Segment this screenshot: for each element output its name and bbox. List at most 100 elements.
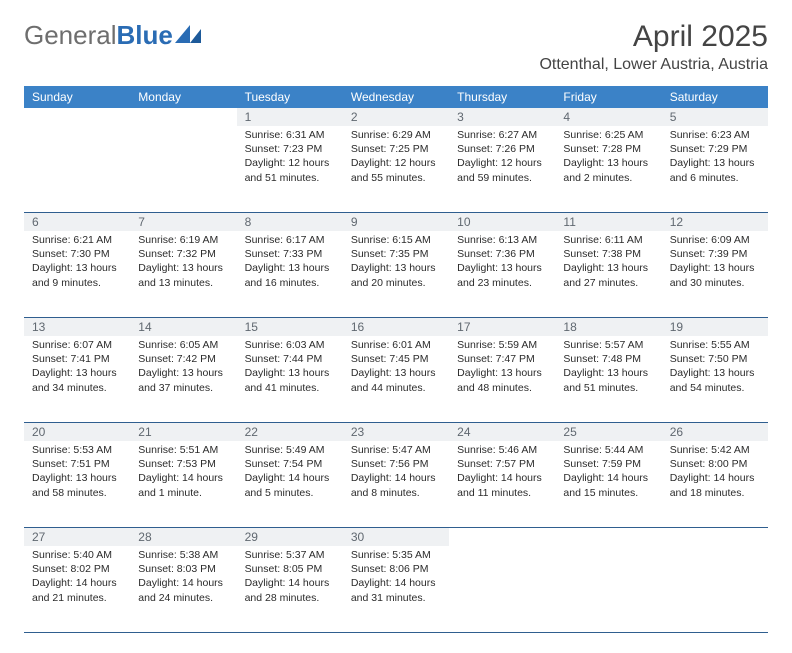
sunset-text: Sunset: 8:02 PM <box>32 562 122 576</box>
day-number: 17 <box>449 318 555 336</box>
sunrise-text: Sunrise: 5:38 AM <box>138 548 228 562</box>
sunrise-text: Sunrise: 5:40 AM <box>32 548 122 562</box>
day-number: 13 <box>24 318 130 336</box>
daylight-text: Daylight: 14 hours and 18 minutes. <box>670 471 760 499</box>
daylight-text: Daylight: 13 hours and 6 minutes. <box>670 156 760 184</box>
day-details: Sunrise: 5:38 AMSunset: 8:03 PMDaylight:… <box>130 546 236 611</box>
day-number: 5 <box>662 108 768 126</box>
day-details: Sunrise: 6:31 AMSunset: 7:23 PMDaylight:… <box>237 126 343 191</box>
day-details: Sunrise: 5:44 AMSunset: 7:59 PMDaylight:… <box>555 441 661 506</box>
details-row: Sunrise: 5:40 AMSunset: 8:02 PM Daylight:… <box>24 546 768 632</box>
sunrise-text: Sunrise: 6:27 AM <box>457 128 547 142</box>
day-details: Sunrise: 6:23 AMSunset: 7:29 PMDaylight:… <box>662 126 768 191</box>
day-number: 20 <box>24 423 130 441</box>
sunset-text: Sunset: 7:59 PM <box>563 457 653 471</box>
sunset-text: Sunset: 8:05 PM <box>245 562 335 576</box>
day-number: 15 <box>237 318 343 336</box>
sunset-text: Sunset: 7:35 PM <box>351 247 441 261</box>
sunset-text: Sunset: 7:26 PM <box>457 142 547 156</box>
sunrise-text: Sunrise: 5:47 AM <box>351 443 441 457</box>
day-cell: Sunrise: 6:19 AMSunset: 7:32 PMDaylight:… <box>130 231 236 317</box>
day-cell <box>662 546 768 632</box>
day-cell: Sunrise: 5:44 AMSunset: 7:59 PMDaylight:… <box>555 441 661 527</box>
daylight-text: Daylight: 13 hours and 2 minutes. <box>563 156 653 184</box>
sunset-text: Sunset: 7:33 PM <box>245 247 335 261</box>
day-number: 8 <box>237 213 343 231</box>
day-cell: Sunrise: 5:51 AMSunset: 7:53 PMDaylight:… <box>130 441 236 527</box>
daylight-text: Daylight: 12 hours and 59 minutes. <box>457 156 547 184</box>
sunrise-text: Sunrise: 6:19 AM <box>138 233 228 247</box>
sunrise-text: Sunrise: 6:05 AM <box>138 338 228 352</box>
sunset-text: Sunset: 8:00 PM <box>670 457 760 471</box>
day-details: Sunrise: 6:19 AMSunset: 7:32 PMDaylight:… <box>130 231 236 296</box>
day-cell: Sunrise: 6:03 AMSunset: 7:44 PMDaylight:… <box>237 336 343 422</box>
day-details: Sunrise: 6:15 AMSunset: 7:35 PMDaylight:… <box>343 231 449 296</box>
daylight-text: Daylight: 14 hours and 5 minutes. <box>245 471 335 499</box>
sunrise-text: Sunrise: 5:44 AM <box>563 443 653 457</box>
day-number: 7 <box>130 213 236 231</box>
day-details: Sunrise: 5:59 AMSunset: 7:47 PMDaylight:… <box>449 336 555 401</box>
day-number: 18 <box>555 318 661 336</box>
day-number: 3 <box>449 108 555 126</box>
sunset-text: Sunset: 7:51 PM <box>32 457 122 471</box>
logo-text-blue: Blue <box>117 20 173 50</box>
day-details: Sunrise: 5:35 AMSunset: 8:06 PMDaylight:… <box>343 546 449 611</box>
daylight-text: Daylight: 13 hours and 30 minutes. <box>670 261 760 289</box>
day-cell: Sunrise: 6:15 AMSunset: 7:35 PMDaylight:… <box>343 231 449 317</box>
logo: GeneralBlue <box>24 20 201 51</box>
day-cell: Sunrise: 5:38 AMSunset: 8:03 PMDaylight:… <box>130 546 236 632</box>
sunset-text: Sunset: 7:42 PM <box>138 352 228 366</box>
day-details: Sunrise: 6:29 AMSunset: 7:25 PMDaylight:… <box>343 126 449 191</box>
sunrise-text: Sunrise: 5:55 AM <box>670 338 760 352</box>
day-details: Sunrise: 5:37 AMSunset: 8:05 PMDaylight:… <box>237 546 343 611</box>
sunset-text: Sunset: 7:41 PM <box>32 352 122 366</box>
sunrise-text: Sunrise: 6:13 AM <box>457 233 547 247</box>
day-details: Sunrise: 6:21 AMSunset: 7:30 PMDaylight:… <box>24 231 130 296</box>
day-cell: Sunrise: 5:35 AMSunset: 8:06 PMDaylight:… <box>343 546 449 632</box>
day-cell: Sunrise: 6:31 AMSunset: 7:23 PMDaylight:… <box>237 126 343 212</box>
day-cell: Sunrise: 6:27 AMSunset: 7:26 PMDaylight:… <box>449 126 555 212</box>
day-cell: Sunrise: 5:55 AMSunset: 7:50 PMDaylight:… <box>662 336 768 422</box>
daylight-text: Daylight: 13 hours and 58 minutes. <box>32 471 122 499</box>
sunset-text: Sunset: 7:48 PM <box>563 352 653 366</box>
day-number <box>555 528 661 546</box>
page-title: April 2025 <box>539 20 768 54</box>
day-number: 26 <box>662 423 768 441</box>
day-cell: Sunrise: 6:23 AMSunset: 7:29 PMDaylight:… <box>662 126 768 212</box>
sunset-text: Sunset: 8:06 PM <box>351 562 441 576</box>
day-cell: Sunrise: 6:13 AMSunset: 7:36 PMDaylight:… <box>449 231 555 317</box>
day-number: 25 <box>555 423 661 441</box>
day-cell: Sunrise: 6:25 AMSunset: 7:28 PMDaylight:… <box>555 126 661 212</box>
day-number: 16 <box>343 318 449 336</box>
day-details: Sunrise: 6:05 AMSunset: 7:42 PMDaylight:… <box>130 336 236 401</box>
day-cell: Sunrise: 5:46 AMSunset: 7:57 PMDaylight:… <box>449 441 555 527</box>
sunrise-text: Sunrise: 6:25 AM <box>563 128 653 142</box>
sunrise-text: Sunrise: 5:35 AM <box>351 548 441 562</box>
day-details: Sunrise: 6:13 AMSunset: 7:36 PMDaylight:… <box>449 231 555 296</box>
daylight-text: Daylight: 14 hours and 11 minutes. <box>457 471 547 499</box>
details-row: Sunrise: 5:53 AMSunset: 7:51 PMDaylight:… <box>24 441 768 527</box>
sunrise-text: Sunrise: 6:23 AM <box>670 128 760 142</box>
daylight-text: Daylight: 14 hours and 31 minutes. <box>351 576 441 604</box>
daylight-text: Daylight: 13 hours and 23 minutes. <box>457 261 547 289</box>
day-cell <box>24 126 130 212</box>
sunrise-text: Sunrise: 5:53 AM <box>32 443 122 457</box>
day-number <box>662 528 768 546</box>
daylight-text: Daylight: 14 hours and 8 minutes. <box>351 471 441 499</box>
day-cell: Sunrise: 6:21 AMSunset: 7:30 PMDaylight:… <box>24 231 130 317</box>
daylight-text: Daylight: 14 hours and 24 minutes. <box>138 576 228 604</box>
day-cell: Sunrise: 5:40 AMSunset: 8:02 PMDaylight:… <box>24 546 130 632</box>
day-number: 10 <box>449 213 555 231</box>
daynum-row: 27282930 <box>24 528 768 546</box>
day-number: 1 <box>237 108 343 126</box>
location-text: Ottenthal, Lower Austria, Austria <box>539 56 768 74</box>
day-header-row: SundayMondayTuesdayWednesdayThursdayFrid… <box>24 86 768 108</box>
day-header-cell: Saturday <box>662 86 768 108</box>
day-cell: Sunrise: 6:29 AMSunset: 7:25 PMDaylight:… <box>343 126 449 212</box>
daynum-row: 12345 <box>24 108 768 126</box>
daylight-text: Daylight: 13 hours and 27 minutes. <box>563 261 653 289</box>
sunset-text: Sunset: 7:38 PM <box>563 247 653 261</box>
day-details: Sunrise: 6:11 AMSunset: 7:38 PMDaylight:… <box>555 231 661 296</box>
details-row: Sunrise: 6:07 AMSunset: 7:41 PMDaylight:… <box>24 336 768 422</box>
day-cell: Sunrise: 6:01 AMSunset: 7:45 PMDaylight:… <box>343 336 449 422</box>
